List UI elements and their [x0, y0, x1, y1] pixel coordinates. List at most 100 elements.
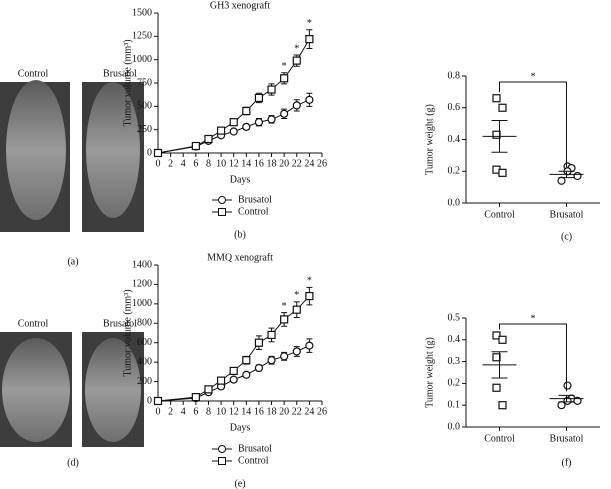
marker — [267, 85, 276, 94]
sem-bar — [491, 351, 508, 379]
marker — [280, 352, 289, 361]
marker — [492, 94, 501, 103]
y-tick-label: 1000 — [132, 54, 152, 65]
photo-label: Control — [18, 318, 49, 329]
marker — [498, 401, 507, 410]
marker — [254, 118, 264, 127]
y-tick-label: 0.2 — [448, 166, 461, 177]
x-tick-label: 6 — [193, 406, 198, 417]
y-tick-label: 0.4 — [448, 334, 461, 345]
significance-bracket — [499, 323, 567, 392]
marker — [267, 356, 276, 365]
y-tick-label: 750 — [137, 77, 152, 88]
y-tick-label: 250 — [137, 124, 152, 135]
x-tick-label: 26 — [317, 406, 327, 417]
y-axis-label: Tumor volume (mm³) — [122, 39, 133, 126]
x-tick-label: Brusatol — [550, 433, 584, 444]
x-tick-label: 2 — [168, 158, 173, 169]
x-axis-label: Days — [230, 174, 251, 185]
marker — [254, 93, 264, 103]
significance-mark: * — [294, 290, 299, 301]
series-line — [157, 295, 310, 402]
x-tick-label: 18 — [267, 158, 277, 169]
chart-title: GH3 xenograft — [210, 0, 270, 11]
significance-mark: * — [282, 301, 287, 312]
marker — [229, 375, 238, 384]
marker — [292, 56, 301, 65]
marker — [498, 335, 507, 344]
marker — [573, 171, 582, 181]
marker — [292, 347, 301, 356]
marker — [242, 106, 251, 116]
marker — [204, 385, 213, 394]
x-tick-label: 18 — [267, 406, 277, 417]
y-axis-label: Tumor volume (mm³) — [122, 289, 133, 376]
series-line — [157, 38, 310, 154]
y-tick-label: 200 — [137, 376, 152, 387]
x-tick-label: Control — [484, 433, 515, 444]
significance-mark: * — [531, 313, 536, 324]
legend-marker — [218, 208, 226, 216]
y-tick-label: 800 — [137, 318, 152, 329]
panel-label: (c) — [561, 231, 572, 242]
x-tick-label: 14 — [241, 406, 251, 417]
legend-marker — [218, 445, 226, 453]
x-tick-label: 14 — [241, 158, 251, 169]
sem-bar — [558, 170, 575, 179]
x-tick-label: 22 — [292, 158, 302, 169]
marker — [191, 141, 200, 151]
y-tick-label: 0.6 — [448, 102, 461, 113]
x-tick-label: 10 — [216, 406, 226, 417]
panel-label: (b) — [234, 229, 246, 240]
marker — [305, 35, 314, 44]
x-tick-label: 16 — [254, 158, 264, 169]
sem-bar — [491, 119, 508, 153]
legend-marker — [218, 196, 226, 204]
x-tick-label: 12 — [229, 158, 239, 169]
y-tick-label: 0.4 — [448, 134, 461, 145]
marker — [305, 95, 314, 104]
y-tick-label: 0 — [147, 395, 152, 406]
marker — [229, 118, 238, 127]
photo-label: Brusatol — [103, 318, 137, 329]
y-tick-label: 0.8 — [448, 70, 461, 81]
significance-bracket — [499, 81, 567, 168]
significance-mark: * — [531, 71, 536, 82]
y-tick-label: 0.1 — [448, 399, 461, 410]
marker — [153, 396, 163, 406]
marker — [229, 127, 238, 136]
marker — [563, 381, 572, 390]
marker — [267, 115, 276, 124]
y-tick-label: 1250 — [132, 31, 152, 42]
y-tick-label: 500 — [137, 101, 152, 112]
y-axis-label: Tumor weight (g) — [424, 337, 435, 408]
panel-label: (d) — [67, 457, 79, 468]
marker — [557, 401, 566, 410]
y-tick-label: 400 — [137, 356, 152, 367]
y-tick-label: 0.3 — [448, 356, 461, 367]
x-tick-label: Control — [484, 209, 515, 220]
significance-mark: * — [307, 276, 312, 287]
marker — [280, 74, 289, 83]
panel-label: (e) — [234, 478, 245, 489]
legend-label: Control — [238, 206, 269, 217]
panel-label: (f) — [562, 457, 572, 468]
marker — [492, 383, 501, 392]
marker — [216, 126, 226, 135]
y-tick-label: 600 — [137, 337, 152, 348]
x-tick-label: 0 — [156, 158, 161, 169]
marker — [242, 122, 251, 131]
marker — [229, 366, 238, 375]
x-tick-label: 20 — [279, 158, 289, 169]
x-axis-label: Days — [230, 422, 251, 433]
significance-mark: * — [294, 43, 299, 54]
y-tick-label: 0.0 — [448, 421, 461, 432]
marker — [498, 103, 507, 112]
x-tick-label: 4 — [181, 406, 186, 417]
marker — [204, 134, 213, 144]
x-tick-label: 0 — [156, 406, 161, 417]
x-tick-label: 2 — [168, 406, 173, 417]
marker — [153, 148, 163, 158]
x-tick-label: 10 — [216, 158, 226, 169]
